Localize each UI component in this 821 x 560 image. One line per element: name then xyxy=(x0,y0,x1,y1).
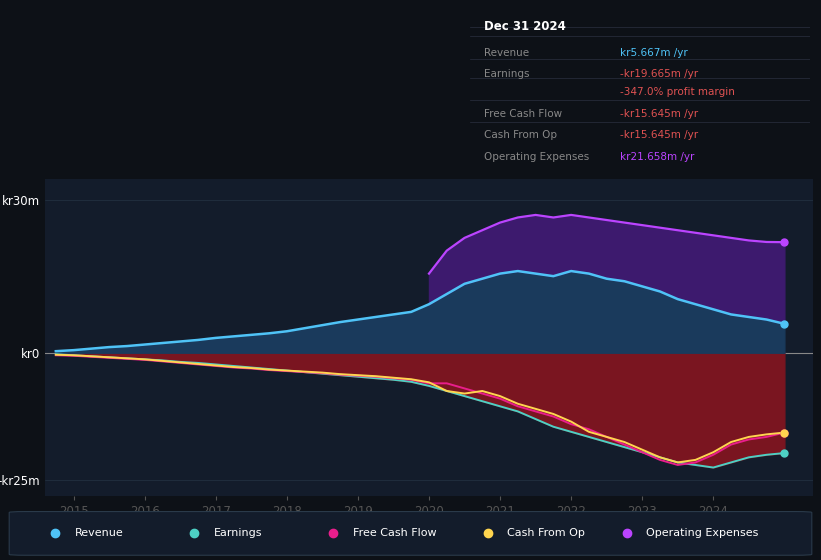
Text: Earnings: Earnings xyxy=(484,69,529,80)
Text: Revenue: Revenue xyxy=(75,529,123,538)
Text: -kr19.665m /yr: -kr19.665m /yr xyxy=(620,69,698,80)
Text: -kr15.645m /yr: -kr15.645m /yr xyxy=(620,109,698,119)
Text: Cash From Op: Cash From Op xyxy=(507,529,585,538)
Text: Cash From Op: Cash From Op xyxy=(484,130,557,141)
Text: Operating Expenses: Operating Expenses xyxy=(646,529,759,538)
Text: Free Cash Flow: Free Cash Flow xyxy=(484,109,562,119)
Text: Free Cash Flow: Free Cash Flow xyxy=(353,529,436,538)
Text: Operating Expenses: Operating Expenses xyxy=(484,152,589,162)
FancyBboxPatch shape xyxy=(9,512,812,556)
Text: kr5.667m /yr: kr5.667m /yr xyxy=(620,48,687,58)
Text: Revenue: Revenue xyxy=(484,48,529,58)
Text: kr21.658m /yr: kr21.658m /yr xyxy=(620,152,694,162)
Text: -kr15.645m /yr: -kr15.645m /yr xyxy=(620,130,698,141)
Text: Dec 31 2024: Dec 31 2024 xyxy=(484,20,566,33)
Text: -347.0% profit margin: -347.0% profit margin xyxy=(620,87,735,97)
Text: Earnings: Earnings xyxy=(213,529,262,538)
